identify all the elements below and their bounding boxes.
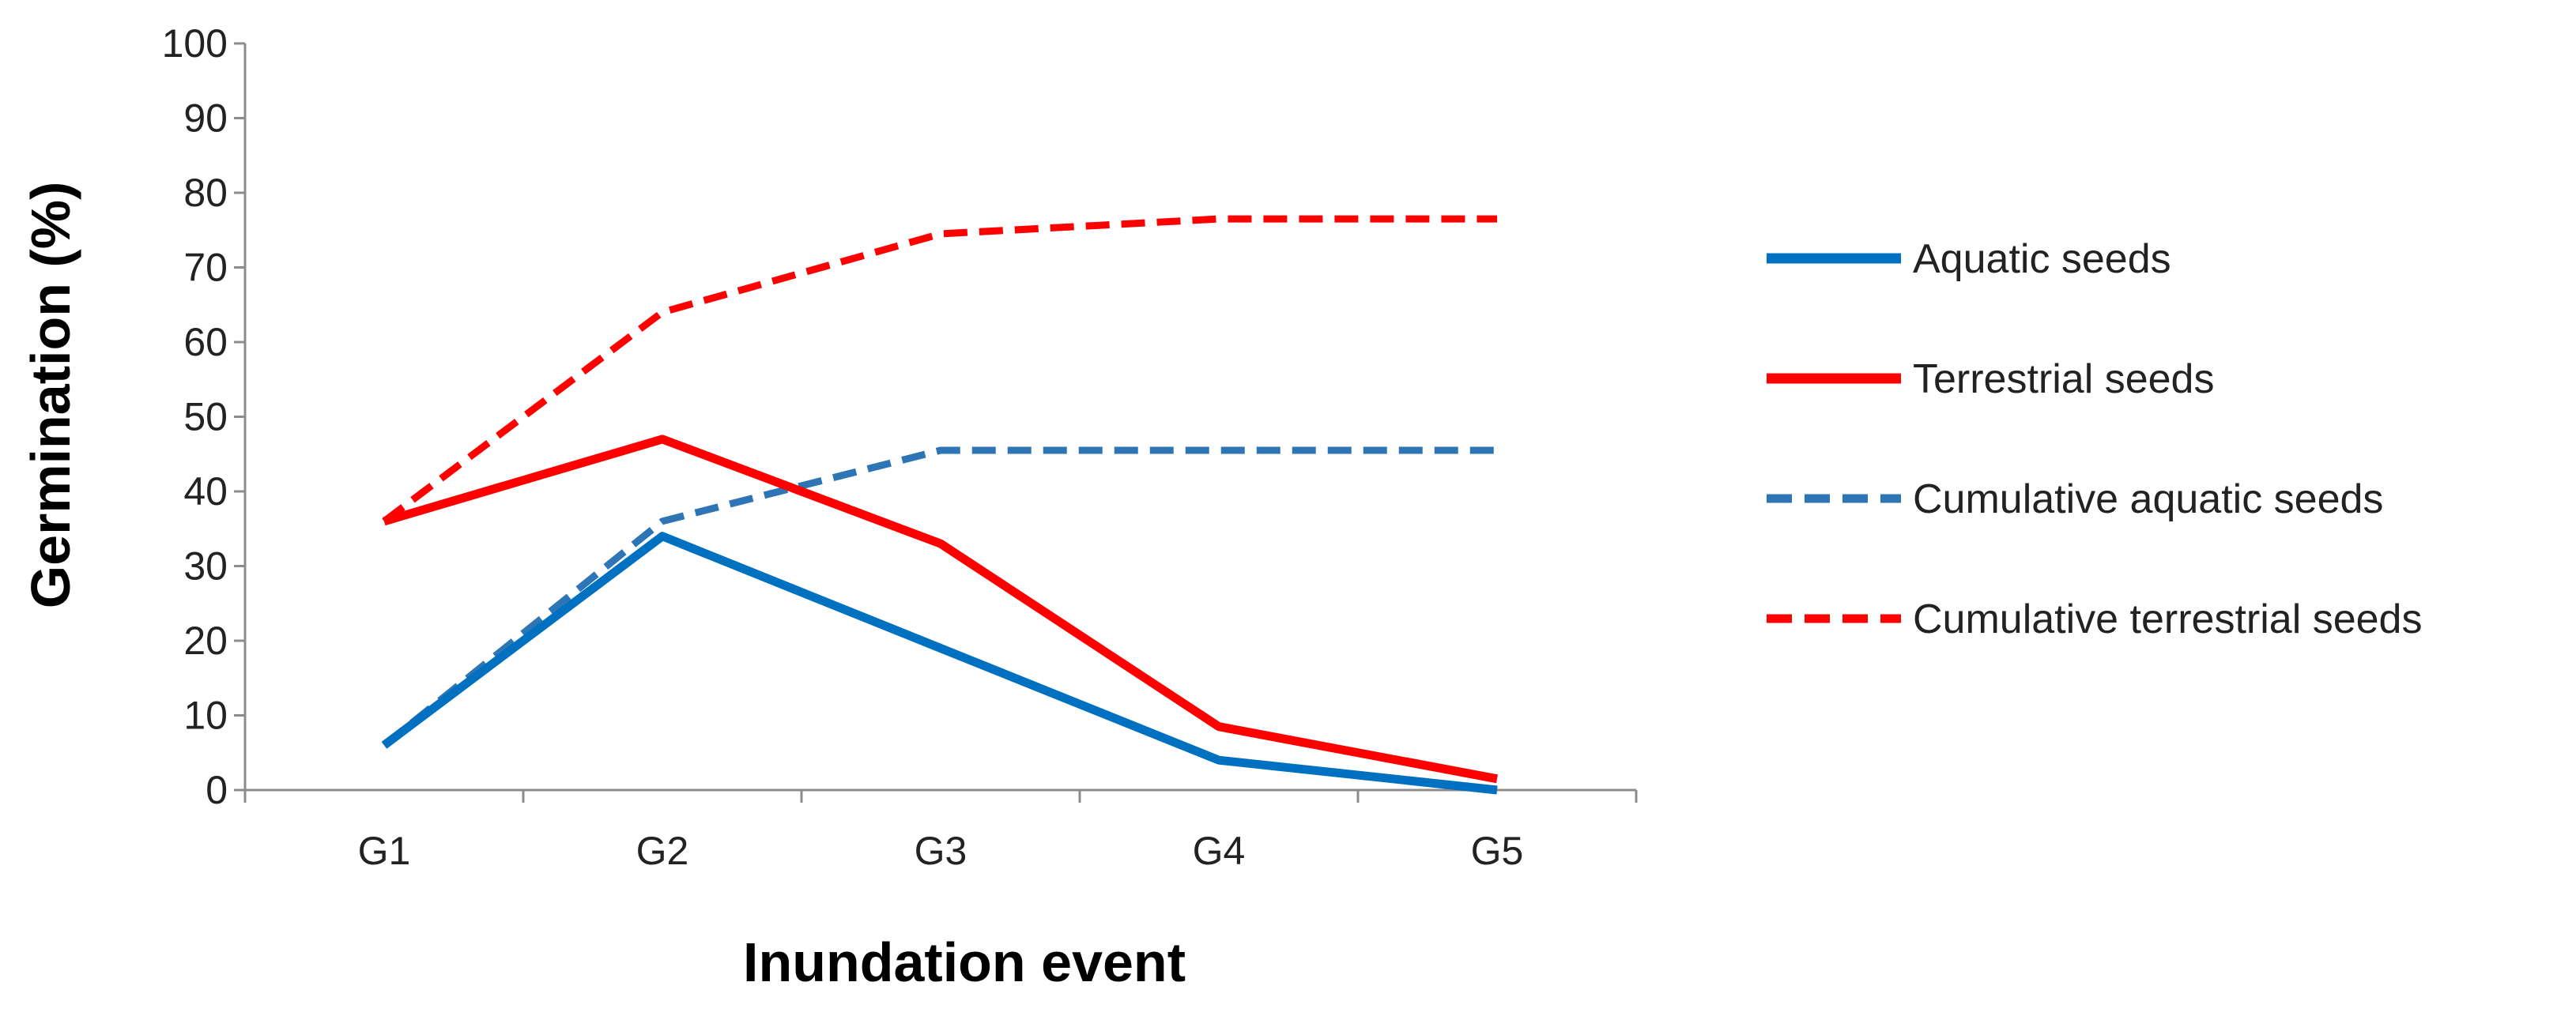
series-line-cumulative-terrestrial-seeds bbox=[382, 215, 1497, 525]
legend-label: Cumulative terrestrial seeds bbox=[1913, 596, 2422, 642]
y-tick-label: 0 bbox=[206, 768, 228, 812]
x-tick-label: G5 bbox=[1471, 829, 1524, 873]
series-line-aquatic-seeds bbox=[381, 532, 1498, 795]
y-tick-label: 10 bbox=[183, 694, 228, 738]
x-tick-label: G4 bbox=[1193, 829, 1246, 873]
y-tick-label: 30 bbox=[183, 544, 228, 589]
y-tick-label: 20 bbox=[183, 619, 228, 663]
y-tick-label: 100 bbox=[162, 21, 228, 66]
y-tick-label: 50 bbox=[183, 395, 228, 439]
y-tick-label: 90 bbox=[183, 96, 228, 141]
legend-label: Cumulative aquatic seeds bbox=[1913, 476, 2383, 522]
x-tick-label: G2 bbox=[636, 829, 689, 873]
y-axis: 0 10 20 30 40 50 60 70 80 90 100 bbox=[162, 21, 247, 812]
y-tick-label: 60 bbox=[183, 320, 228, 364]
x-tick-label: G1 bbox=[358, 829, 411, 873]
legend: Aquatic seeds Terrestrial seeds Cumulative… bbox=[1767, 236, 2422, 642]
x-axis: G1 G2 G3 G4 G5 bbox=[243, 788, 1638, 873]
legend-label: Aquatic seeds bbox=[1913, 236, 2171, 282]
y-tick-label: 80 bbox=[183, 171, 228, 215]
y-tick-label: 70 bbox=[183, 246, 228, 290]
y-tick-label: 40 bbox=[183, 469, 228, 514]
y-axis-title: Germination (%) bbox=[20, 182, 81, 609]
series-group bbox=[381, 215, 1499, 795]
series-line-cumulative-aquatic-seeds bbox=[382, 446, 1497, 748]
x-tick-label: G3 bbox=[915, 829, 967, 873]
x-axis-title: Inundation event bbox=[743, 931, 1186, 993]
legend-label: Terrestrial seeds bbox=[1913, 356, 2214, 402]
